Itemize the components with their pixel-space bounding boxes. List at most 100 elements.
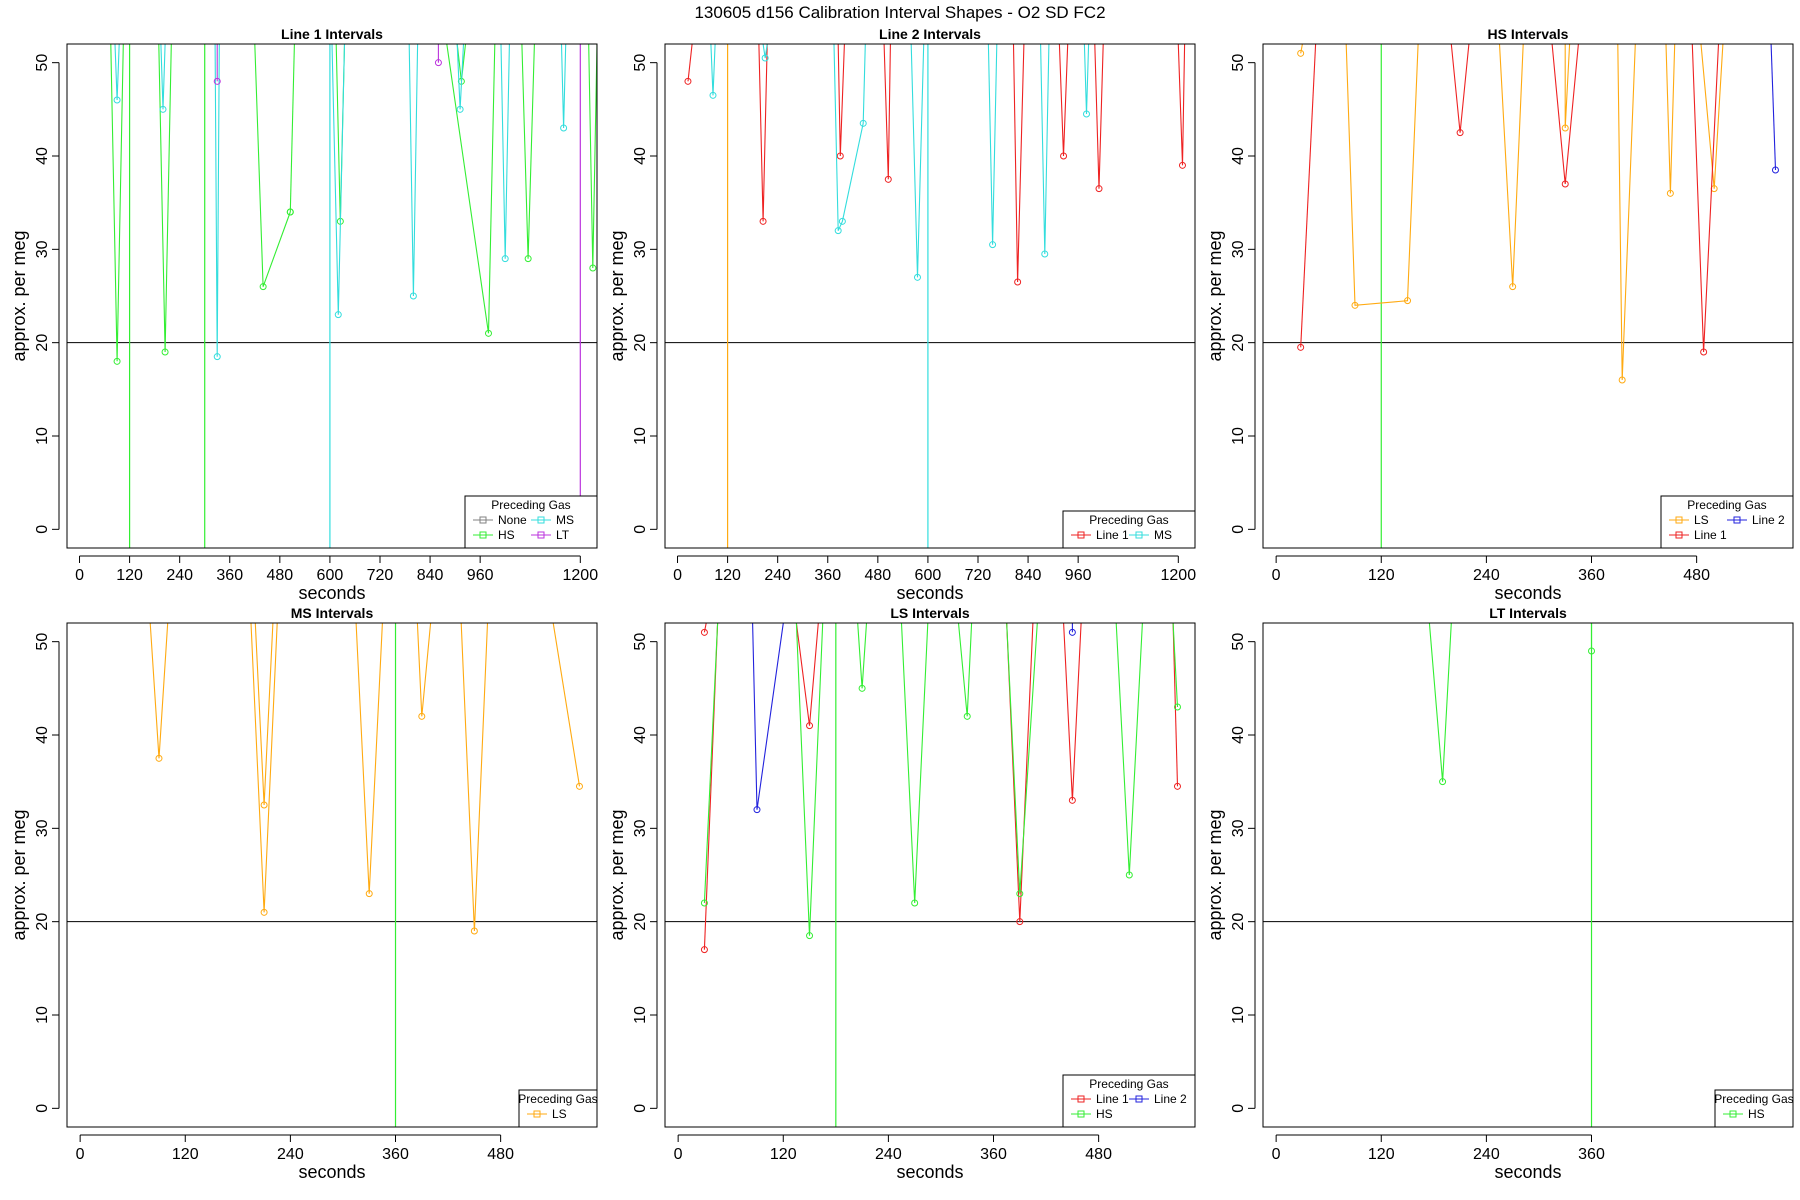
series-line [1551,44,1579,185]
x-tick-label: 960 [467,567,494,584]
legend-entry-label: HS [498,528,515,542]
data-point [684,77,692,85]
data-point [761,54,769,62]
x-tick-label: 240 [277,1146,304,1163]
y-tick-label: 30 [34,819,51,837]
panel-1: Line 1 Intervals 0 120 240 360 480 600 720 840 96… [9,26,598,603]
series-line [762,44,768,59]
series-line [1665,44,1676,194]
data-point [484,329,492,337]
y-tick-label: 0 [34,525,51,534]
x-tick-label: 0 [75,567,84,584]
data-point [155,754,163,762]
x-tick-label: 120 [1368,1146,1395,1163]
plot-data [1428,623,1596,1127]
series-line [1345,44,1419,306]
data-point [1014,278,1022,286]
series-line [416,623,432,717]
x-tick-label: 480 [864,567,891,584]
panel-4: MS Intervals 0 120 240 360 480 seconds 0 10 20 30 4… [9,605,598,1182]
y-tick-label: 20 [34,334,51,352]
data-point [159,105,167,113]
x-axis-label: seconds [298,1162,365,1182]
x-tick-label: 720 [965,567,992,584]
y-axis-label: approx. per meg [1205,809,1225,940]
series-line [110,44,124,362]
series-line [1300,44,1303,54]
data-point [1456,129,1464,137]
y-tick-label: 20 [1230,334,1247,352]
legend-swatch-marker [1135,531,1143,539]
series-line [1177,44,1186,166]
data-point [1178,161,1186,169]
y-tick-label: 40 [1230,147,1247,165]
series-line [1040,44,1050,255]
x-axis-label: seconds [896,1162,963,1182]
data-point [259,283,267,291]
legend-entry-label: MS [556,513,574,527]
legend-title: Preceding Gas [1089,513,1168,527]
series-line [214,44,220,357]
data-point [409,292,417,300]
data-point [260,908,268,916]
data-point [884,175,892,183]
data-point [1016,918,1024,926]
data-point [113,357,121,365]
series-line [1498,44,1524,287]
x-tick-label: 240 [1473,1146,1500,1163]
x-tick-label: 600 [317,567,344,584]
series-line [521,44,535,259]
x-tick-label: 120 [172,1146,199,1163]
data-point [334,311,342,319]
y-tick-label: 40 [34,726,51,744]
data-point [365,890,373,898]
x-tick-label: 840 [417,567,444,584]
plot-data [700,623,1181,1127]
y-tick-label: 20 [1230,913,1247,931]
y-axis-label: approx. per meg [9,230,29,361]
series-line [1083,44,1090,115]
y-axis-label: approx. per meg [607,809,627,940]
panel-title: Line 1 Intervals [281,26,383,42]
legend-swatch-marker [1077,1095,1085,1103]
x-tick-label: 120 [714,567,741,584]
legend-entry-label: Line 2 [1752,513,1785,527]
data-point [1297,49,1305,57]
x-tick-label: 360 [814,567,841,584]
panel-title: LT Intervals [1489,605,1567,621]
plot-frame [664,622,1196,1128]
data-point [1016,890,1024,898]
series-line [837,44,845,157]
y-tick-label: 50 [1230,633,1247,651]
legend-entry-label: Line 1 [1096,1092,1129,1106]
y-tick-label: 30 [1230,240,1247,258]
panel-title: MS Intervals [291,605,374,621]
y-tick-label: 10 [632,427,649,445]
data-point [700,946,708,954]
legend-entry-label: None [498,513,527,527]
data-point [963,712,971,720]
data-point [709,91,717,99]
series-line [1300,44,1317,348]
panel-title: HS Intervals [1488,26,1569,42]
series-line [703,623,719,904]
y-tick-label: 30 [632,819,649,837]
x-tick-label: 120 [116,567,143,584]
data-point [806,722,814,730]
data-point [501,255,509,263]
data-point [1404,297,1412,305]
x-tick-label: 0 [673,567,682,584]
series-line [987,44,998,245]
series-line [957,623,973,717]
series-line [1691,44,1720,353]
data-point [260,801,268,809]
data-point [1068,796,1076,804]
series-line [1094,44,1104,189]
legend-entry-label: MS [1154,528,1172,542]
y-tick-label: 10 [34,1006,51,1024]
x-tick-label: 720 [367,567,394,584]
plot-data [110,44,597,548]
